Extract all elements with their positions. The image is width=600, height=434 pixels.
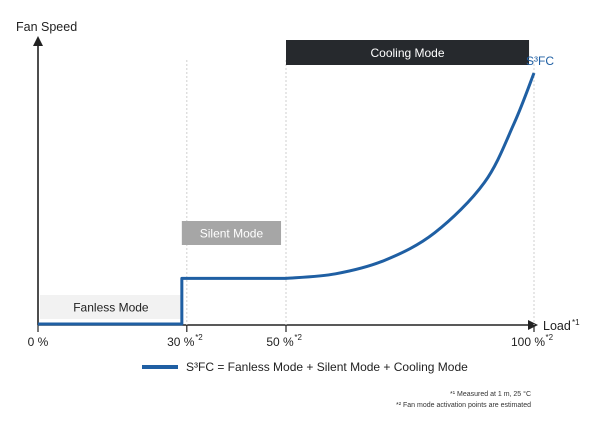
mode-box (40, 295, 182, 319)
x-axis-arrow (528, 320, 538, 330)
footnote: *² Fan mode activation points are estima… (396, 402, 531, 409)
x-tick-label: 100 % (511, 335, 545, 349)
mode-box (286, 40, 530, 65)
footnote: *¹ Measured at 1 m, 25 °C (450, 390, 531, 398)
legend-label: S³FC = Fanless Mode + Silent Mode + Cool… (186, 360, 468, 374)
y-axis-arrow (33, 36, 43, 46)
x-tick-label: 50 % (266, 335, 294, 349)
x-tick-note: *2 (195, 333, 203, 342)
mode-label: Fanless Mode (73, 301, 149, 315)
series-label: S³FC (526, 54, 554, 68)
mode-label: Cooling Mode (370, 46, 444, 60)
series-line (38, 72, 536, 326)
x-axis-label-note: *1 (572, 318, 580, 327)
y-axis-label: Fan Speed (16, 20, 77, 34)
x-tick-label: 0 % (28, 335, 49, 349)
mode-label: Silent Mode (200, 227, 264, 241)
mode-box (181, 221, 282, 245)
x-tick-note: *2 (294, 333, 302, 342)
x-tick-label: 30 % (167, 335, 195, 349)
x-tick-note: *2 (546, 333, 554, 342)
x-axis-label: Load (543, 319, 571, 333)
